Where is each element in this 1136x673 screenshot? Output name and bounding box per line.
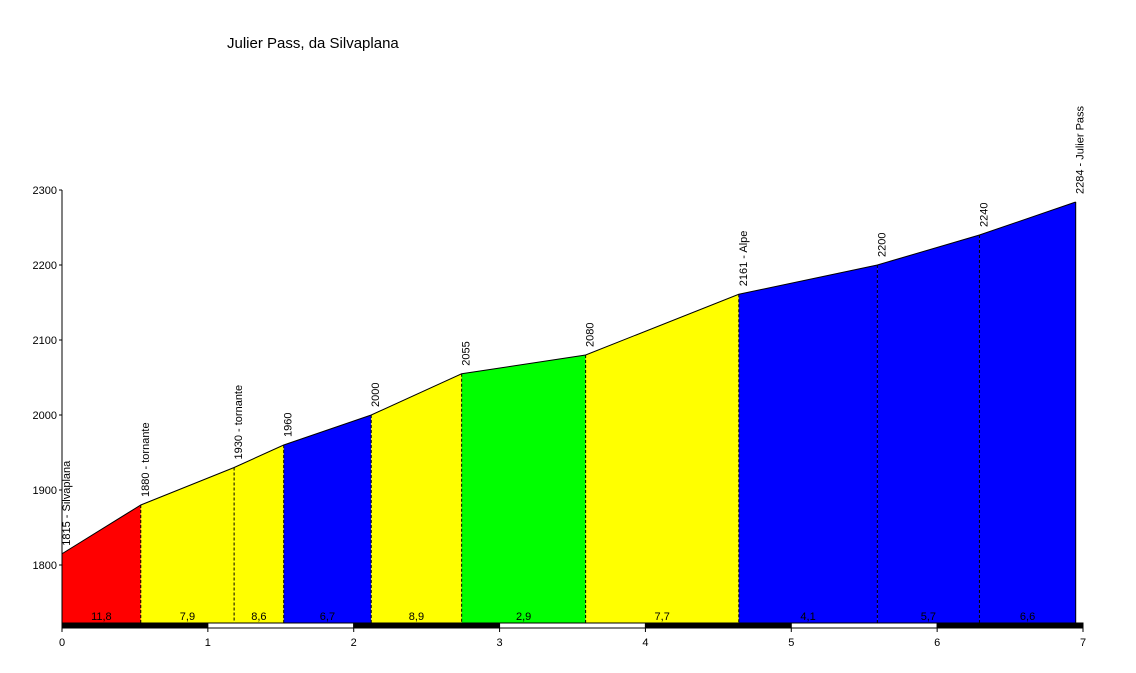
segment-grade-label: 4,1 [800, 611, 815, 623]
x-tick-label: 5 [788, 637, 794, 649]
profile-segment [979, 202, 1076, 623]
profile-segment [283, 415, 372, 623]
segment-grade-label: 8,9 [409, 611, 424, 623]
chart-title: Julier Pass, da Silvaplana [227, 35, 399, 52]
profile-segment [62, 505, 141, 623]
x-tick-label: 4 [642, 637, 648, 649]
profile-line [61, 201, 1076, 555]
x-axis-band [61, 622, 209, 629]
point-label: 2284 - Julier Pass [1075, 105, 1087, 194]
profile-segment [877, 235, 980, 623]
segment-grade-label: 6,6 [1020, 611, 1035, 623]
point-label: 2080 [585, 323, 597, 347]
point-label: 1960 [283, 413, 295, 437]
point-label: 2000 [370, 383, 382, 407]
profile-segment [371, 373, 462, 623]
x-tick-label: 3 [497, 637, 503, 649]
x-tick-label: 1 [205, 637, 211, 649]
x-axis-band [499, 622, 646, 629]
profile-segment [140, 467, 235, 623]
profile-segment [585, 294, 739, 623]
segment-grade-label: 6,7 [320, 611, 335, 623]
point-label: 2200 [876, 233, 888, 257]
x-tick-label: 6 [934, 637, 940, 649]
x-tick-label: 7 [1080, 637, 1086, 649]
y-tick-label: 2000 [33, 410, 57, 422]
point-label: 2240 [978, 203, 990, 227]
segment-grade-label: 7,9 [180, 611, 195, 623]
segment-grade-label: 8,6 [251, 611, 266, 623]
point-label: 1930 - tornante [233, 385, 245, 460]
profile-segment [461, 355, 586, 623]
y-tick-label: 1800 [33, 560, 57, 572]
y-tick-label: 2100 [33, 335, 57, 347]
point-label: 2055 [461, 341, 473, 365]
x-axis-band [207, 622, 355, 629]
point-label: 1815 - Silvaplana [61, 460, 73, 546]
profile-segment [738, 265, 878, 623]
x-axis-band [353, 622, 501, 629]
segment-grade-label: 11,8 [91, 611, 112, 623]
segment-grade-label: 2,9 [516, 611, 531, 623]
point-label: 1880 - tornante [140, 422, 152, 497]
x-tick-label: 0 [59, 637, 65, 649]
point-label: 2161 - Alpe [738, 231, 750, 287]
y-tick-label: 2200 [33, 260, 57, 272]
x-axis-band [790, 622, 938, 629]
y-tick-label: 1900 [33, 485, 57, 497]
x-axis-band [644, 622, 792, 629]
profile-segment [234, 445, 284, 623]
segment-grade-label: 7,7 [655, 611, 670, 623]
y-tick-label: 2300 [33, 185, 57, 197]
x-axis-band [936, 622, 1084, 629]
segment-grade-label: 5,7 [921, 611, 936, 623]
x-tick-label: 2 [351, 637, 357, 649]
